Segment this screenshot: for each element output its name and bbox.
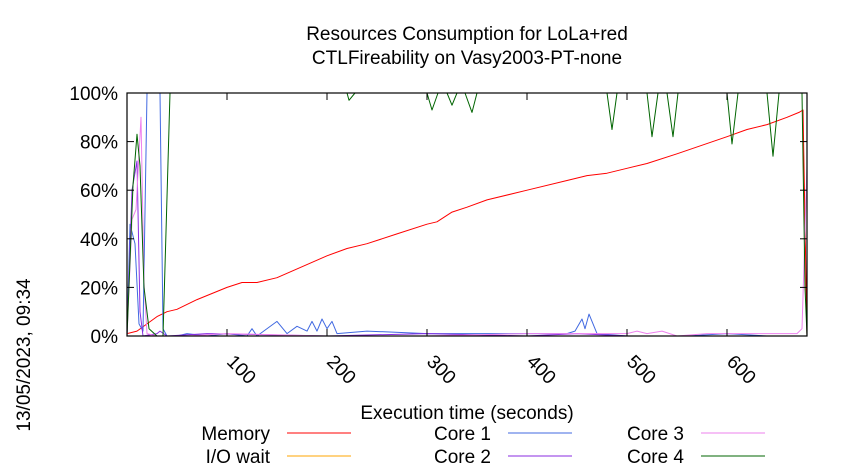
y-tick-label: 0% — [91, 327, 119, 348]
x-axis-ticks: 100 200 300 400 500 600 — [222, 93, 760, 389]
x-tick-label: 400 — [522, 351, 559, 388]
plot-area — [126, 92, 808, 337]
y-tick-label: 40% — [80, 230, 118, 251]
series-line-core-4 — [126, 92, 808, 337]
y-tick-label: 80% — [80, 133, 118, 154]
timestamp-label: 13/05/2023, 09:34 — [14, 278, 35, 432]
legend-label: Core 3 — [627, 424, 684, 445]
plot-frame — [126, 92, 808, 337]
series-line-memory — [126, 109, 808, 337]
y-tick-label: 60% — [80, 181, 118, 202]
series-line-core-2 — [126, 160, 807, 337]
legend-label: I/O wait — [206, 447, 271, 468]
x-tick-label: 200 — [322, 351, 359, 388]
y-tick-label: 20% — [80, 278, 118, 299]
x-tick-label: 300 — [422, 351, 459, 388]
y-tick-label: 100% — [69, 84, 118, 105]
chart-title-line1: Resources Consumption for LoLa+red — [306, 24, 628, 45]
x-tick-label: 600 — [722, 351, 759, 388]
series-line-core-1 — [126, 92, 807, 337]
chart-title-line2: CTLFireability on Vasy2003-PT-none — [312, 48, 622, 69]
y-axis-ticks: 0% 20% 40% 60% 80% 100% — [69, 84, 807, 348]
x-axis-label: Execution time (seconds) — [360, 403, 573, 424]
legend-label: Core 4 — [627, 447, 684, 468]
legend-label: Core 1 — [434, 424, 491, 445]
legend-label: Memory — [201, 424, 270, 445]
series-line-core-3 — [126, 116, 808, 337]
x-tick-label: 500 — [622, 351, 659, 388]
x-tick-label: 100 — [222, 351, 259, 388]
legend-label: Core 2 — [434, 447, 491, 468]
